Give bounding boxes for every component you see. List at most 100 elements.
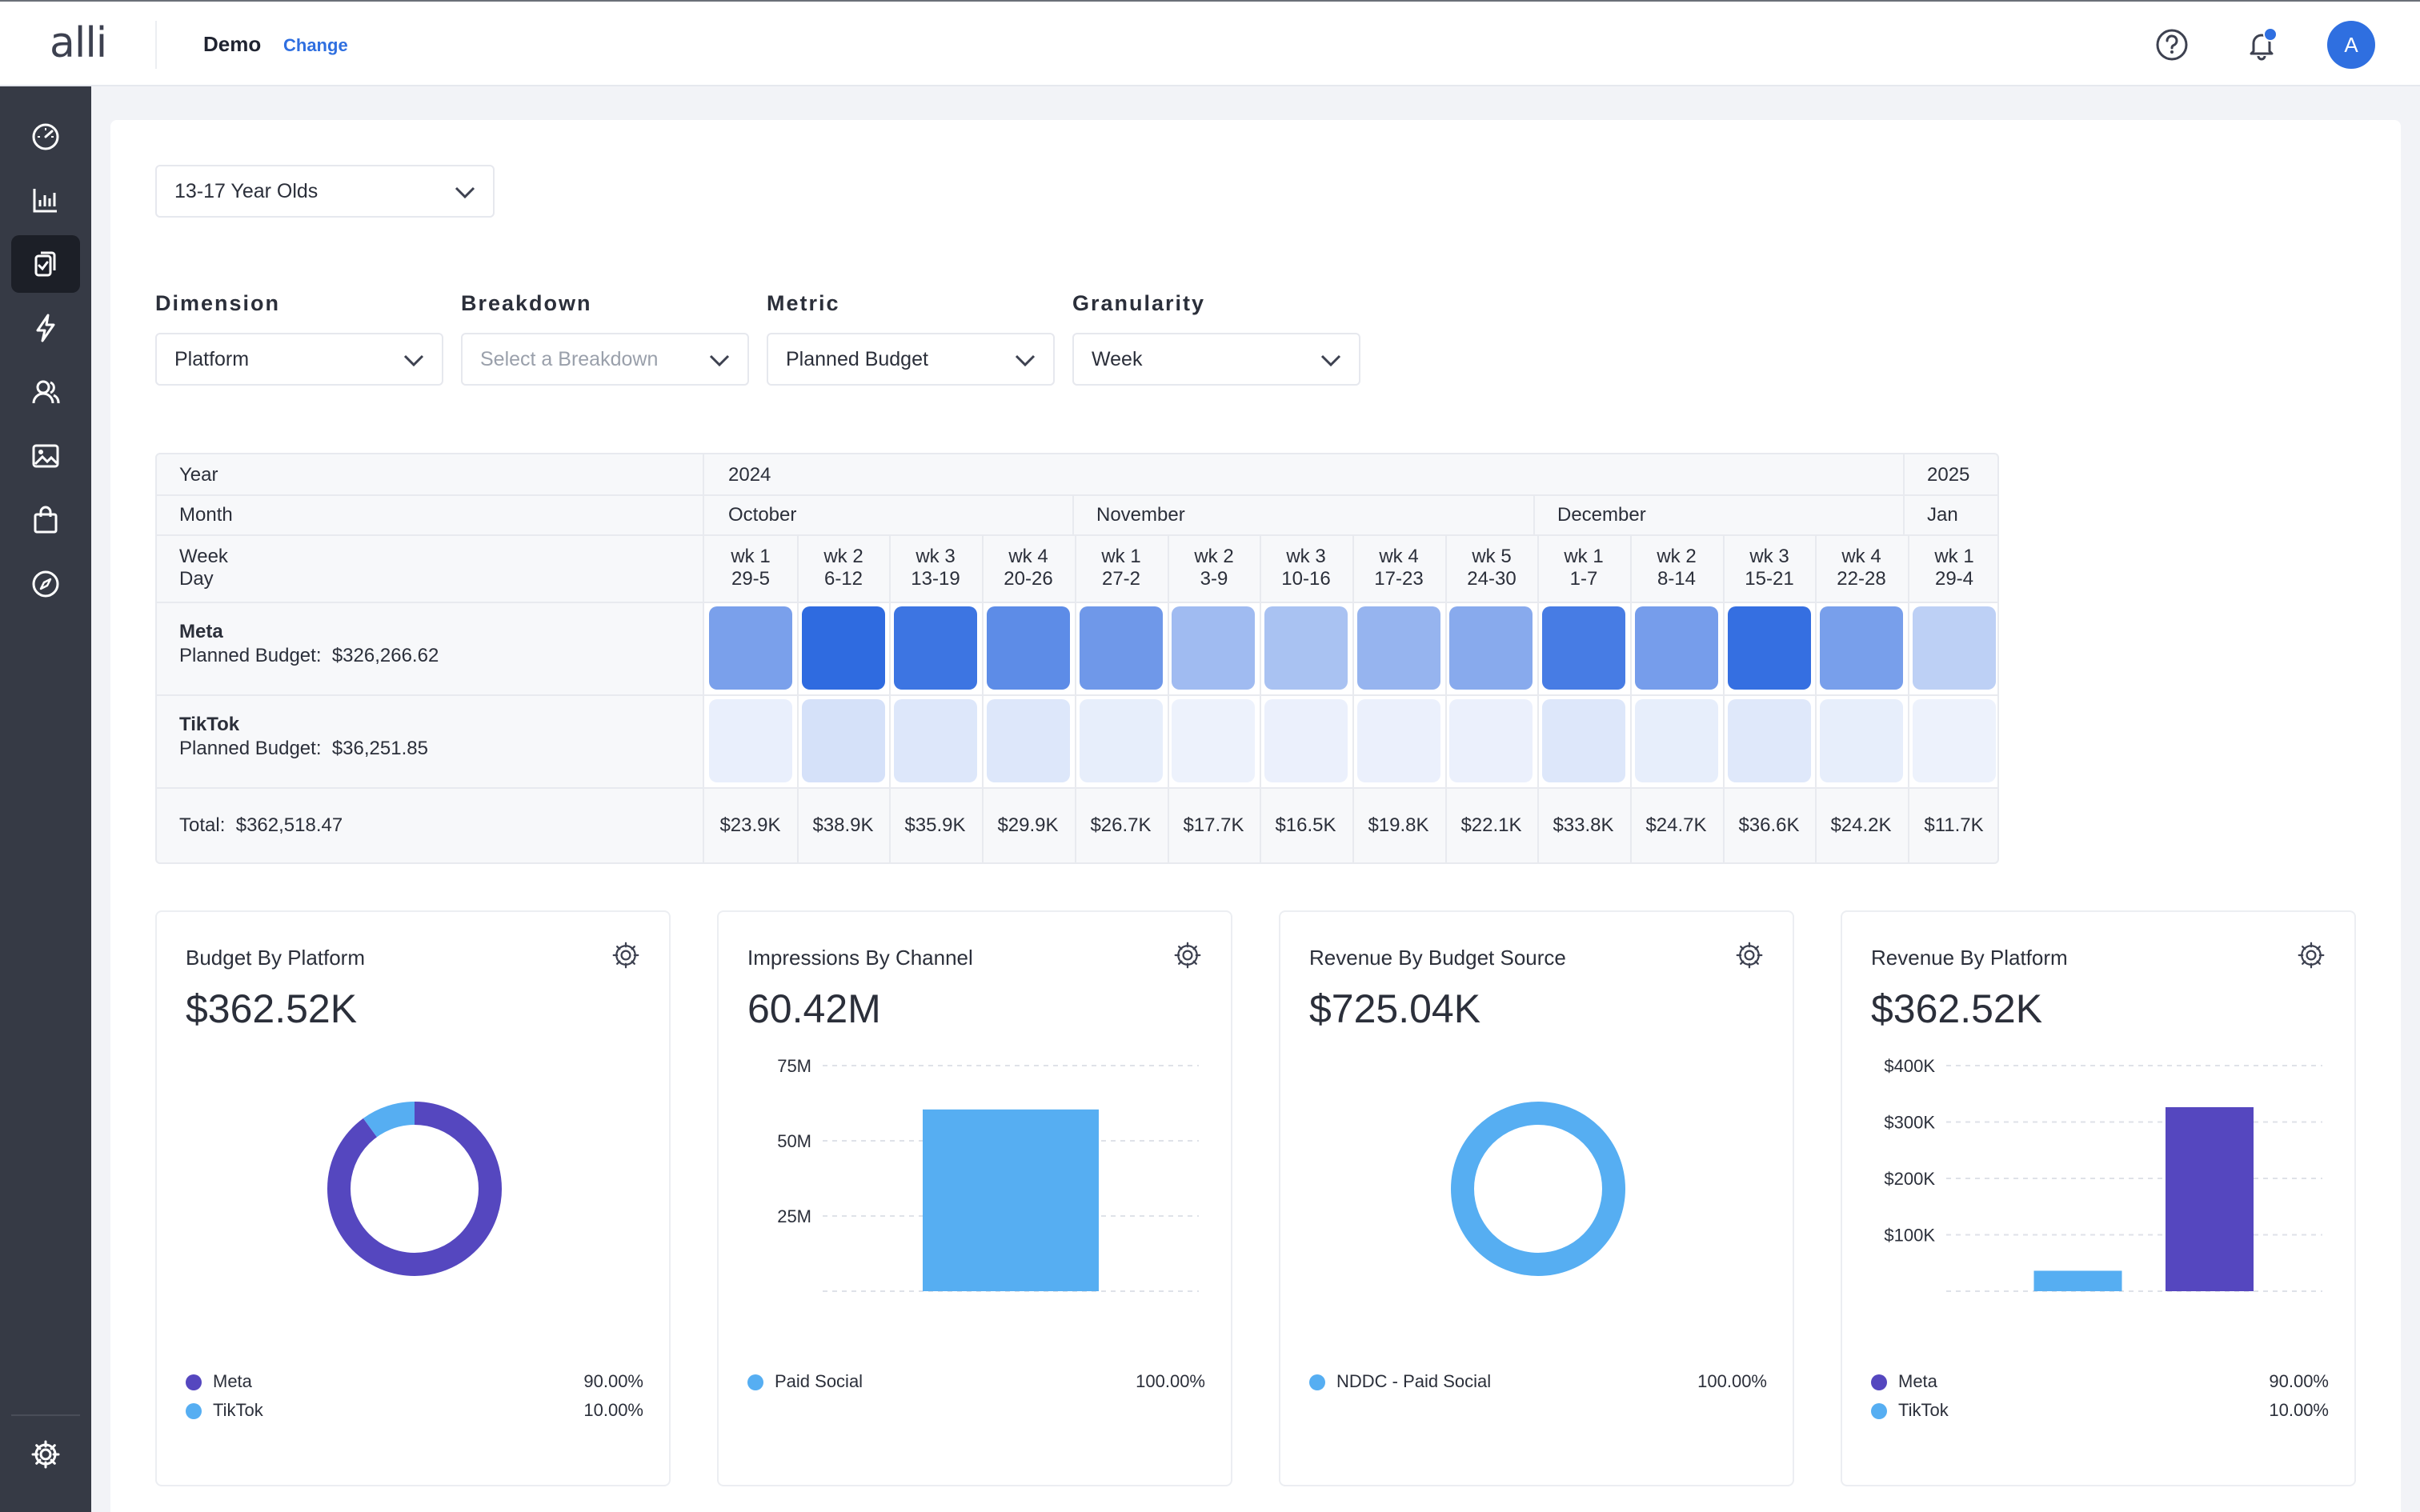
heatmap-cell[interactable]: [1172, 699, 1255, 782]
heatmap-cell[interactable]: [1449, 699, 1533, 782]
audience-select[interactable]: 13-17 Year Olds: [155, 165, 495, 218]
legend-percent: 100.00%: [1136, 1371, 1205, 1391]
heatmap-cell[interactable]: [802, 606, 885, 690]
y-tick-label: $400K: [1884, 1056, 1935, 1076]
heatmap-cell[interactable]: [1264, 699, 1348, 782]
gear-icon[interactable]: [2297, 941, 2326, 970]
logo-divider: [155, 21, 157, 69]
day-range-header: 20-26: [1004, 568, 1053, 590]
notification-dot: [2263, 27, 2278, 42]
heatmap-cell[interactable]: [1635, 606, 1718, 690]
avatar[interactable]: A: [2327, 21, 2375, 69]
change-org-link[interactable]: Change: [283, 35, 348, 55]
heatmap-cell[interactable]: [1357, 606, 1440, 690]
sidebar-item-dashboard[interactable]: [11, 107, 80, 165]
dimension-select-value: Platform: [174, 347, 250, 370]
heatmap-cell[interactable]: [1635, 699, 1718, 782]
day-range-header: 10-16: [1281, 568, 1331, 590]
sidebar-item-planning[interactable]: [11, 235, 80, 293]
card-value: $725.04K: [1309, 986, 1481, 1031]
row-budget-label: Planned Budget:: [179, 645, 322, 666]
bar[interactable]: [2033, 1270, 2122, 1291]
heatmap-cell[interactable]: [1913, 699, 1996, 782]
heatmap-cell[interactable]: [1728, 606, 1811, 690]
y-tick-label: $200K: [1884, 1169, 1935, 1189]
week-header: wk 5: [1472, 546, 1512, 567]
gear-icon[interactable]: [611, 941, 640, 970]
month-jan: Jan: [1927, 504, 1958, 526]
sidebar-item-audiences[interactable]: [11, 363, 80, 421]
heatmap-cell[interactable]: [1820, 606, 1903, 690]
legend-dot: [1309, 1374, 1325, 1390]
heatmap-cell[interactable]: [1728, 699, 1811, 782]
sidebar-item-marketplace[interactable]: [11, 491, 80, 549]
week-header: wk 1: [1564, 546, 1604, 567]
heatmap-cell[interactable]: [1449, 606, 1533, 690]
heatmap-cell[interactable]: [987, 699, 1070, 782]
heatmap-cell[interactable]: [1542, 699, 1625, 782]
y-tick-label: $100K: [1884, 1226, 1935, 1246]
heatmap-cell[interactable]: [802, 699, 885, 782]
heatmap-cell[interactable]: [1820, 699, 1903, 782]
month-december: December: [1557, 504, 1646, 526]
donut-slice[interactable]: [327, 1102, 502, 1276]
legend-item-meta: Meta 90.00%: [1871, 1371, 2329, 1395]
gear-icon[interactable]: [1735, 941, 1764, 970]
heatmap-cell[interactable]: [1172, 606, 1255, 690]
heatmap-cell[interactable]: [709, 606, 792, 690]
row-budget-label: Planned Budget:: [179, 738, 322, 759]
sidebar-item-automations[interactable]: [11, 299, 80, 357]
bar[interactable]: [923, 1109, 1099, 1291]
bar-chart: 25M 50M 75M: [777, 1056, 1199, 1292]
sidebar-item-creative[interactable]: [11, 427, 80, 485]
heatmap-cell[interactable]: [1913, 606, 1996, 690]
row-budget-tiktok: Planned Budget: $36,251.85: [179, 738, 428, 760]
heatmap-cell[interactable]: [894, 699, 977, 782]
card-budget-by-platform: Budget By Platform $362.52K Meta 90.00% …: [155, 910, 671, 1486]
column-total: $23.9K: [719, 814, 781, 836]
total-value: $362,518.47: [235, 814, 343, 836]
heatmap-cell[interactable]: [987, 606, 1070, 690]
legend-name: Paid Social: [775, 1371, 863, 1391]
card-revenue-by-budget-source: Revenue By Budget Source $725.04K NDDC -…: [1279, 910, 1794, 1486]
donut-slice[interactable]: [1451, 1102, 1625, 1276]
card-revenue-by-platform: Revenue By Platform $362.52K $100K $200K $…: [1841, 910, 2356, 1486]
sidebar-item-settings[interactable]: [11, 1426, 80, 1483]
heatmap-cell[interactable]: [894, 606, 977, 690]
day-range-header: 17-23: [1374, 568, 1424, 590]
y-tick-label: $300K: [1884, 1113, 1935, 1133]
app-logo[interactable]: alli: [50, 19, 107, 67]
notifications-bell-icon[interactable]: [2239, 22, 2284, 67]
image-icon: [32, 444, 59, 468]
legend-name: NDDC - Paid Social: [1336, 1371, 1492, 1391]
week-header: wk 4: [1379, 546, 1419, 567]
granularity-select-value: Week: [1092, 347, 1143, 370]
breakdown-select[interactable]: Select a Breakdown: [461, 333, 749, 386]
donut-slice[interactable]: [363, 1102, 415, 1138]
lightning-icon: [36, 314, 55, 342]
legend-percent: 90.00%: [583, 1371, 643, 1391]
help-icon[interactable]: [2150, 22, 2194, 67]
bar[interactable]: [2166, 1106, 2254, 1291]
column-total: $22.1K: [1460, 814, 1522, 836]
heatmap-cell[interactable]: [1264, 606, 1348, 690]
row-budget-value: $36,251.85: [331, 738, 428, 759]
week-header: wk 4: [1841, 546, 1881, 567]
heatmap-cell[interactable]: [1542, 606, 1625, 690]
card-title: Revenue By Platform: [1871, 946, 2068, 970]
dimension-select[interactable]: Platform: [155, 333, 443, 386]
sidebar-item-explore[interactable]: [11, 555, 80, 613]
heatmap-cell[interactable]: [709, 699, 792, 782]
week-header-label: Week: [179, 546, 228, 567]
month-header-label: Month: [179, 504, 233, 526]
metric-label: Metric: [767, 291, 840, 315]
granularity-select[interactable]: Week: [1072, 333, 1360, 386]
gear-icon[interactable]: [1173, 941, 1202, 970]
week-header: wk 1: [1934, 546, 1974, 567]
heatmap-cell[interactable]: [1080, 699, 1163, 782]
heatmap-cell[interactable]: [1080, 606, 1163, 690]
heatmap-cell[interactable]: [1357, 699, 1440, 782]
metric-select[interactable]: Planned Budget: [767, 333, 1055, 386]
sidebar-item-reports[interactable]: [11, 171, 80, 229]
column-total: $29.9K: [997, 814, 1059, 836]
